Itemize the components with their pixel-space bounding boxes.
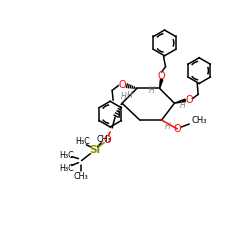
Text: H: H	[165, 122, 170, 132]
Polygon shape	[160, 79, 163, 88]
Text: H: H	[149, 86, 154, 95]
Text: H₃C: H₃C	[75, 137, 90, 146]
Text: O: O	[186, 95, 193, 105]
Text: H₃C: H₃C	[59, 164, 74, 173]
Text: H: H	[121, 92, 127, 101]
Text: Si: Si	[89, 145, 100, 155]
Text: CH₃: CH₃	[73, 172, 88, 181]
Polygon shape	[174, 99, 186, 103]
Text: H: H	[180, 101, 185, 110]
Text: O: O	[118, 80, 126, 90]
Text: O: O	[158, 70, 166, 81]
Text: H₃C: H₃C	[59, 151, 74, 160]
Text: O: O	[174, 124, 181, 134]
Text: H: H	[127, 91, 133, 100]
Text: O: O	[104, 135, 111, 145]
Text: CH₃: CH₃	[97, 135, 112, 144]
Text: CH₃: CH₃	[192, 116, 207, 124]
